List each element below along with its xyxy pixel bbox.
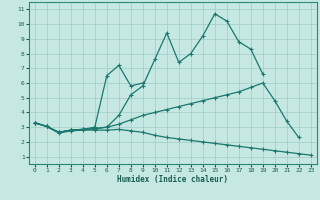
X-axis label: Humidex (Indice chaleur): Humidex (Indice chaleur) xyxy=(117,175,228,184)
